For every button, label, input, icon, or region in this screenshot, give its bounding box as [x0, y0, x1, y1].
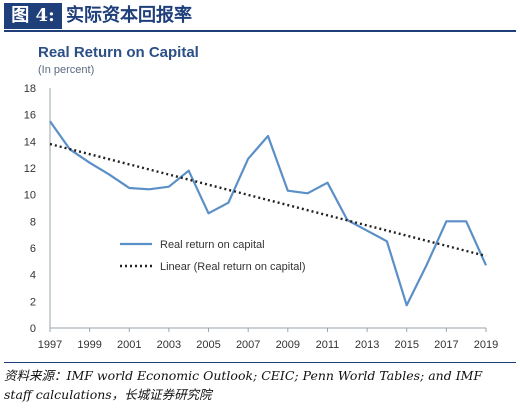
series-line	[49, 120, 488, 307]
legend-label: Linear (Real return on capital)	[160, 261, 306, 273]
figure-header: 图 4: 实际资本回报率	[0, 0, 520, 30]
y-tick-label: 6	[30, 243, 36, 255]
figure-label: 图 4:	[4, 3, 62, 29]
x-tick-label: 2001	[117, 339, 141, 351]
y-tick-label: 10	[24, 190, 36, 202]
source-note: 资料来源：IMF world Economic Outlook; CEIC; P…	[4, 366, 516, 404]
y-tick-label: 2	[30, 296, 36, 308]
y-tick-label: 12	[24, 163, 36, 175]
x-tick-label: 2003	[157, 339, 181, 351]
chart-axes: 0 2 4 6 8 10 12 14 16 18 1997 1999 2001 2003 2005 2007 2…	[24, 83, 498, 351]
chart-title: Real Return on Capital	[38, 44, 199, 61]
x-tick-label: 2005	[196, 339, 220, 351]
chart-legend: Real return on capital Linear (Real retur…	[120, 239, 306, 273]
source-divider	[4, 362, 516, 363]
legend-label: Real return on capital	[160, 239, 265, 251]
x-tick-label: 2017	[434, 339, 458, 351]
x-tick-label: 2013	[355, 339, 379, 351]
x-tick-label: 2009	[276, 339, 300, 351]
source-line-2: staff calculations，长城证券研究院	[4, 387, 212, 402]
y-tick-label: 16	[24, 110, 36, 122]
y-tick-label: 0	[30, 323, 36, 335]
chart-plot: 0 2 4 6 8 10 12 14 16 18 1997 1999 2001 2003 2005 2007 2…	[24, 83, 498, 351]
header-divider	[4, 30, 516, 32]
x-tick-label: 2011	[316, 339, 340, 351]
x-tick-label: 1999	[77, 339, 101, 351]
trend-line	[49, 142, 487, 258]
chart-subtitle: (In percent)	[38, 64, 95, 76]
source-line-1: 资料来源：IMF world Economic Outlook; CEIC; P…	[4, 368, 483, 383]
y-tick-label: 4	[30, 270, 36, 282]
x-tick-label: 2015	[394, 339, 418, 351]
x-tick-label: 1997	[38, 339, 62, 351]
y-tick-label: 8	[30, 216, 36, 228]
x-tick-label: 2019	[474, 339, 498, 351]
y-tick-label: 18	[24, 83, 36, 95]
x-tick-label: 2007	[236, 339, 260, 351]
y-tick-label: 14	[24, 136, 36, 148]
chart-series	[49, 120, 488, 307]
figure-title: 实际资本回报率	[66, 5, 192, 26]
